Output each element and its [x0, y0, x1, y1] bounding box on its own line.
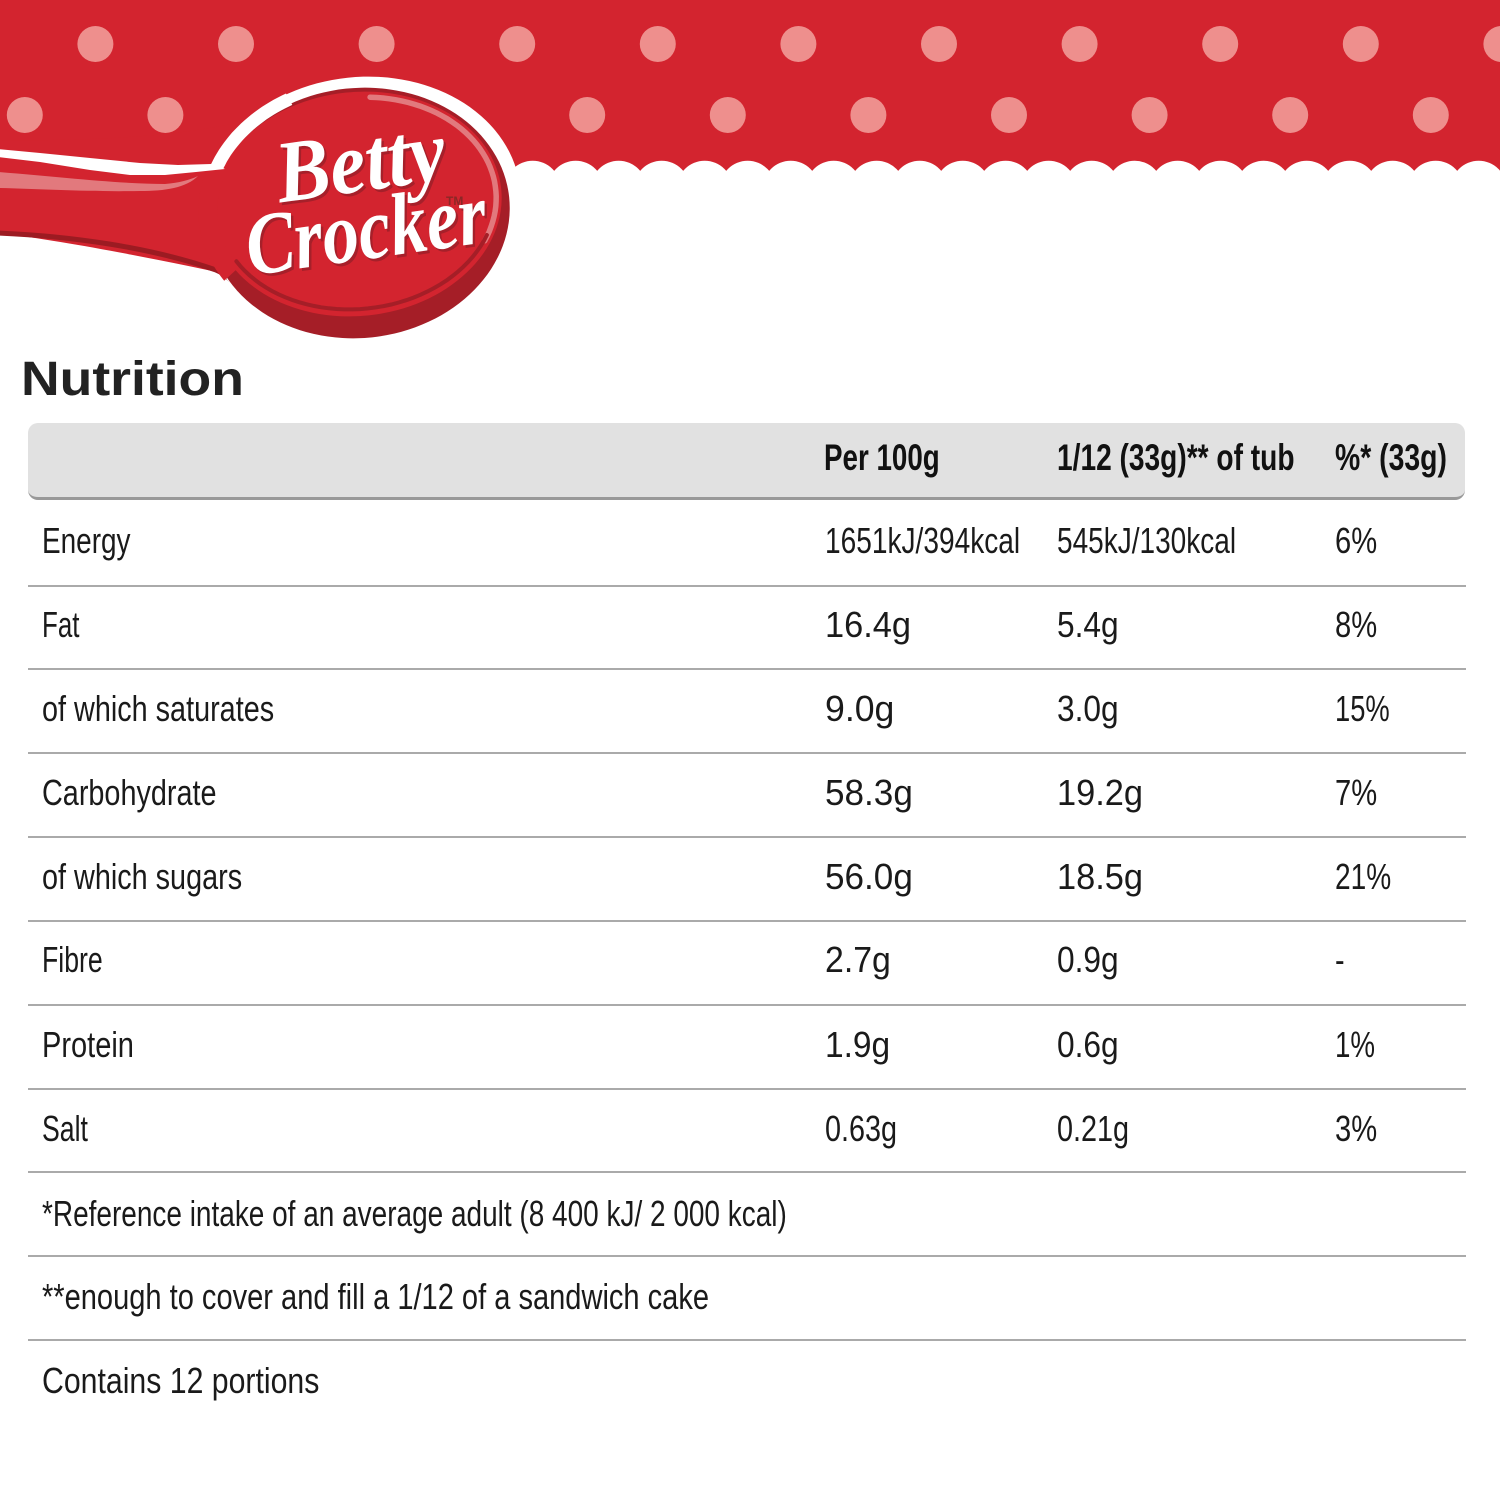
svg-text:Betty: Betty [269, 102, 453, 222]
svg-text:TM: TM [446, 194, 463, 208]
svg-text:Betty: Betty [271, 105, 455, 225]
